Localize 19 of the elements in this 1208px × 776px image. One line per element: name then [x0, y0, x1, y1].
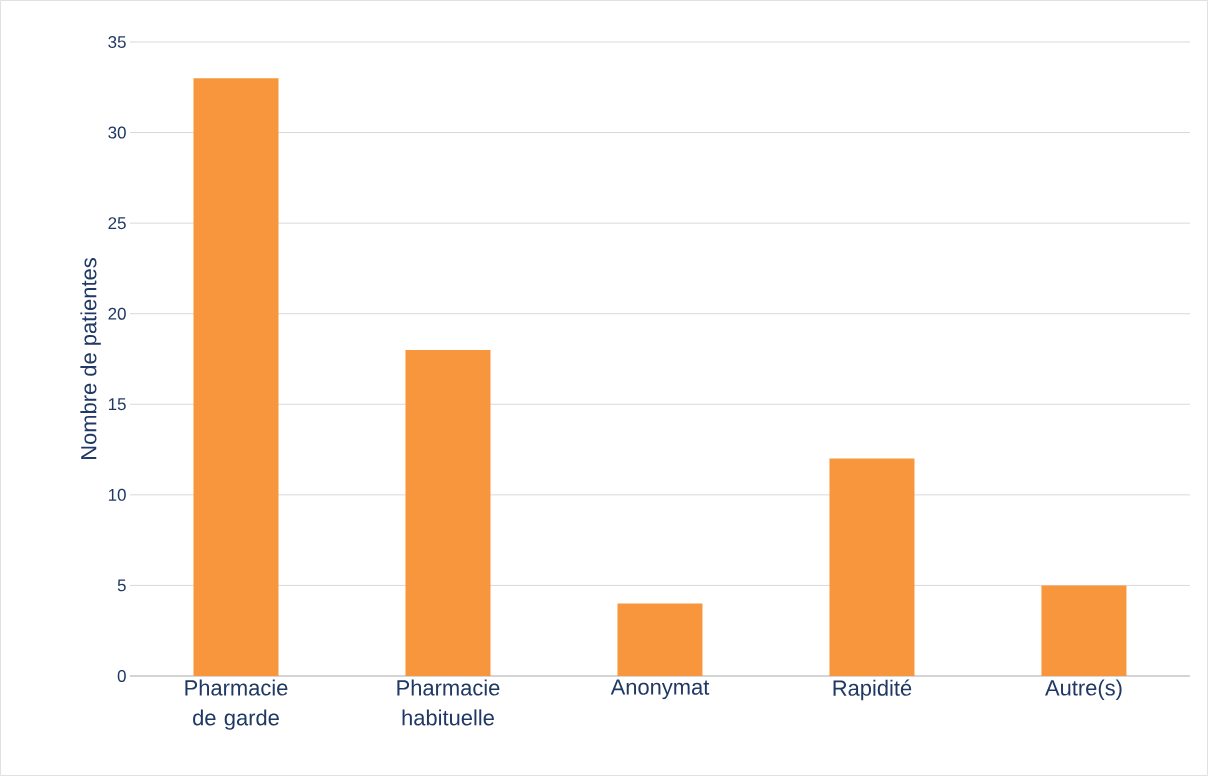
y-tick-label: 0 — [117, 669, 126, 682]
bar — [617, 603, 703, 676]
y-tick-label: 15 — [108, 398, 126, 411]
y-tick-label: 30 — [108, 126, 126, 139]
x-tick-label: Pharmacie habituelle — [397, 679, 500, 726]
bar — [405, 349, 491, 676]
bar — [193, 78, 279, 676]
y-tick-label: 5 — [117, 579, 126, 592]
x-tick-label: Pharmacie de garde — [185, 679, 288, 730]
y-axis-title: Nombre de patientes — [80, 258, 101, 459]
x-tick-label: Anonymat — [610, 679, 710, 700]
y-tick-label: 35 — [108, 35, 126, 48]
x-tick-label: Autre(s) — [1045, 679, 1122, 700]
y-tick-label: 25 — [108, 217, 126, 230]
y-tick-label: 10 — [108, 488, 126, 501]
bar — [1041, 585, 1127, 676]
x-tick-label: Rapidité — [833, 679, 912, 701]
y-tick-label: 20 — [108, 307, 126, 320]
bar — [829, 458, 915, 676]
